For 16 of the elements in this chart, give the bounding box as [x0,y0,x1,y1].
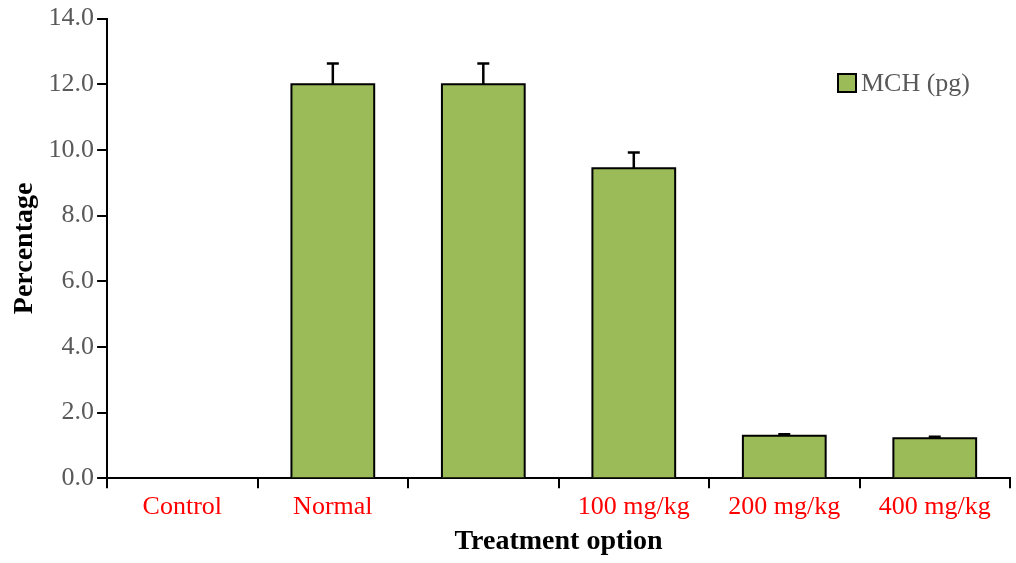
y-tick-label: 8.0 [61,199,95,229]
y-tick-label: 10.0 [48,133,95,163]
x-axis-title: Treatment option [454,524,664,556]
x-tick-label: Control [142,490,223,520]
y-tick-label: 4.0 [61,330,95,360]
x-tick-label: 200 mg/kg [728,490,841,520]
y-tick-label: 14.0 [48,2,95,32]
x-tick-label: 400 mg/kg [878,490,991,520]
legend-label: MCH (pg) [860,68,970,98]
y-tick-label: 12.0 [48,68,95,98]
y-tick-label: 2.0 [61,396,95,426]
y-axis-title: Percentage [7,182,39,315]
y-tick-label: 0.0 [61,462,95,492]
x-tick-label: Normal [293,490,373,520]
y-tick-label: 6.0 [61,265,95,295]
x-tick-label: 100 mg/kg [577,490,690,520]
